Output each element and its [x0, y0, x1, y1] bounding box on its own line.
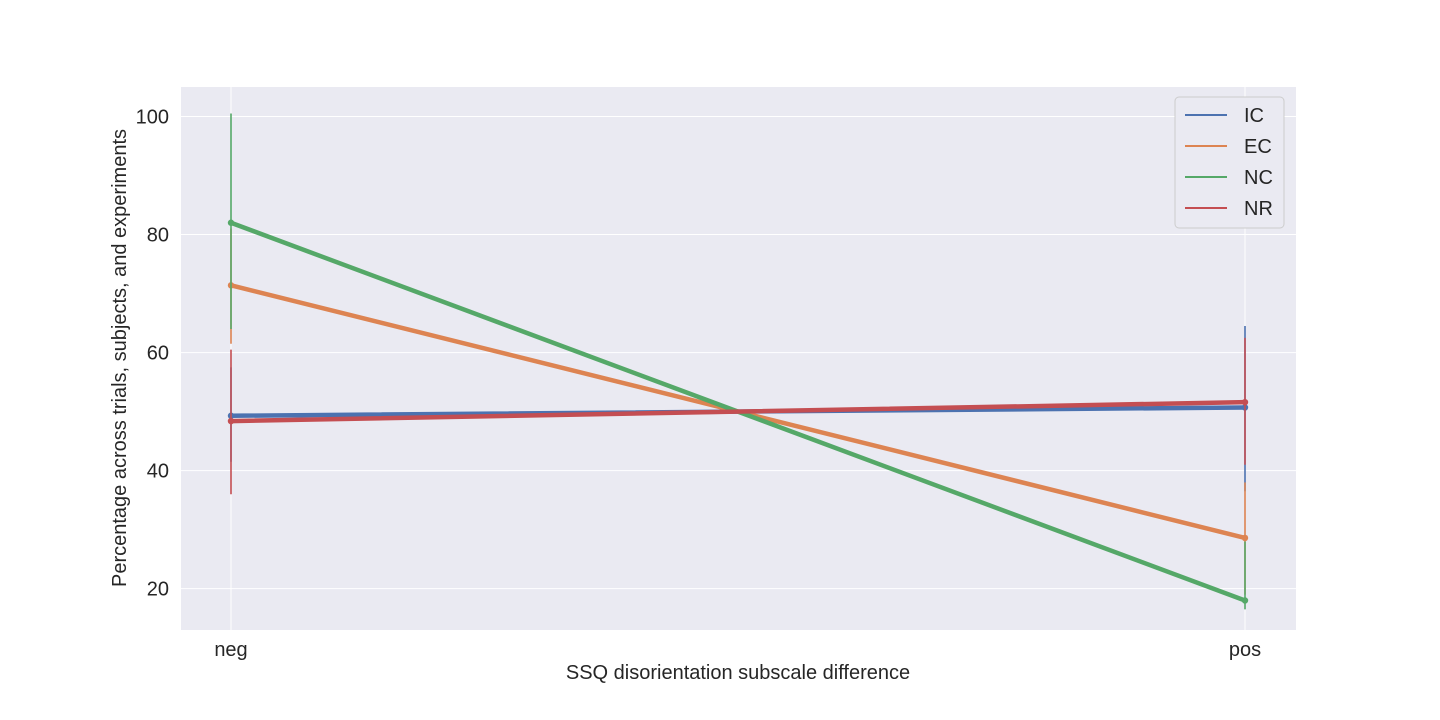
data-point [1241, 534, 1249, 542]
x-axis-label: SSQ disorientation subscale difference [566, 662, 910, 684]
series-line [228, 399, 1248, 424]
tick-labels: 20 40 60 80 100 neg pos [136, 107, 1262, 661]
legend-label: NC [1244, 167, 1273, 189]
y-tick-label: 40 [147, 461, 169, 483]
legend-label: IC [1244, 105, 1264, 127]
data-point [227, 417, 235, 425]
series-nr [227, 337, 1249, 495]
data-point [1241, 398, 1249, 406]
legend-box [1174, 96, 1285, 229]
y-axis-label: Percentage across trials, subjects, and … [109, 129, 131, 587]
legend-label: NR [1244, 198, 1273, 220]
y-tick-label: 20 [147, 579, 169, 601]
legend-label: EC [1244, 136, 1272, 158]
legend-item-nr: NR [1185, 198, 1273, 220]
x-tick-label: pos [1229, 639, 1261, 661]
y-tick-label: 80 [147, 225, 169, 247]
plot-background [181, 87, 1296, 630]
series-layer [227, 113, 1249, 610]
legend-item-ic: IC [1185, 105, 1264, 127]
x-tick-label: neg [214, 639, 247, 661]
y-tick-label: 60 [147, 343, 169, 365]
legend-item-nc: NC [1185, 167, 1273, 189]
legend: IC EC NC NR [1174, 96, 1285, 229]
data-point [227, 219, 235, 226]
data-point [1241, 597, 1249, 604]
legend-item-ec: EC [1185, 136, 1272, 158]
y-tick-label: 100 [136, 107, 169, 129]
